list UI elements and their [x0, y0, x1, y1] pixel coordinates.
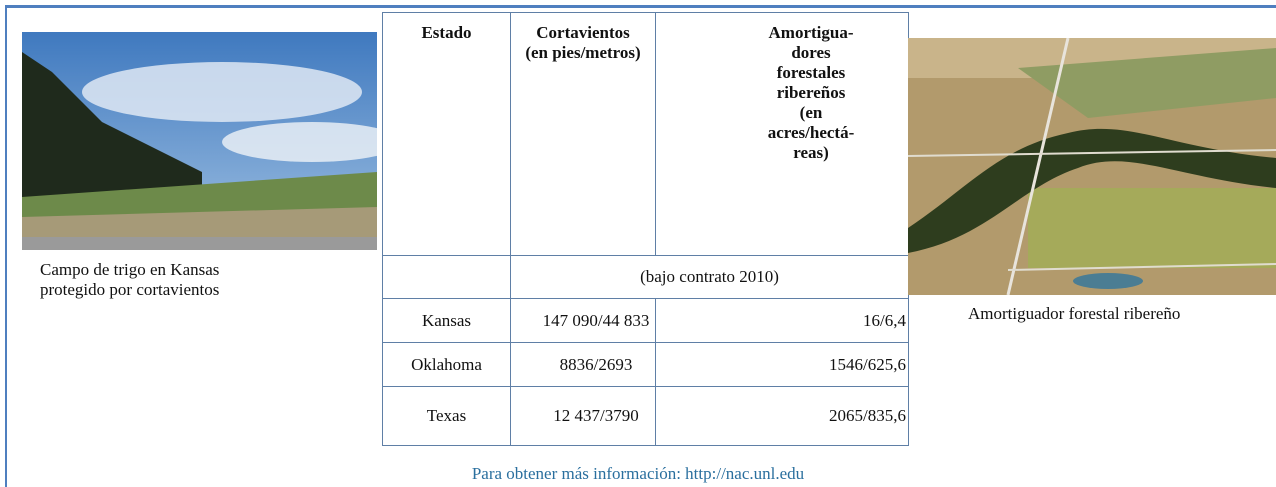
caption-line: Campo de trigo en Kansas [40, 260, 220, 279]
empty-cell [382, 255, 511, 299]
header-line: reas) [793, 143, 829, 162]
header-cell: Amortigua-dores forestales ribereños (en acr… [655, 12, 909, 256]
value-cell: 1546/625,6 [655, 342, 909, 387]
state-cell: Texas [382, 386, 511, 446]
state-cell: Oklahoma [382, 342, 511, 387]
value-cell: 16/6,4 [655, 298, 909, 343]
riparian-buffer-photo [908, 38, 1276, 295]
right-caption: Amortiguador forestal ribereño [968, 304, 1181, 323]
value-cell: 147 090/44 833 [510, 298, 656, 343]
header-line: dores [791, 43, 831, 62]
header-line: Estado [421, 23, 472, 42]
header-line: acres/hectá- [767, 123, 855, 142]
header-line: Amortigua- [768, 23, 854, 42]
header-line: forestales [776, 63, 846, 82]
header-line: Cortavientos [536, 23, 630, 42]
value-cell: 12 437/3790 [510, 386, 656, 446]
header-line: ribereños [776, 83, 846, 102]
value-cell: 2065/835,6 [655, 386, 909, 446]
frame-top [5, 5, 1276, 8]
header-line: (en pies/metros) [525, 43, 641, 62]
subheader-cell: (bajo contrato 2010) [510, 255, 909, 299]
header-cell: Estado [382, 12, 511, 256]
frame-left [5, 5, 7, 487]
wheat-field-photo [22, 32, 377, 250]
footer-link[interactable]: Para obtener más información: http://nac… [471, 464, 805, 483]
header-line: (en [799, 103, 823, 122]
caption-line: protegido por cortavientos [40, 280, 220, 299]
header-cell: Cortavientos (en pies/metros) [510, 12, 656, 256]
state-cell: Kansas [382, 298, 511, 343]
left-caption: Campo de trigo en Kansas protegido por c… [40, 260, 370, 300]
value-cell: 8836/2693 [510, 342, 656, 387]
